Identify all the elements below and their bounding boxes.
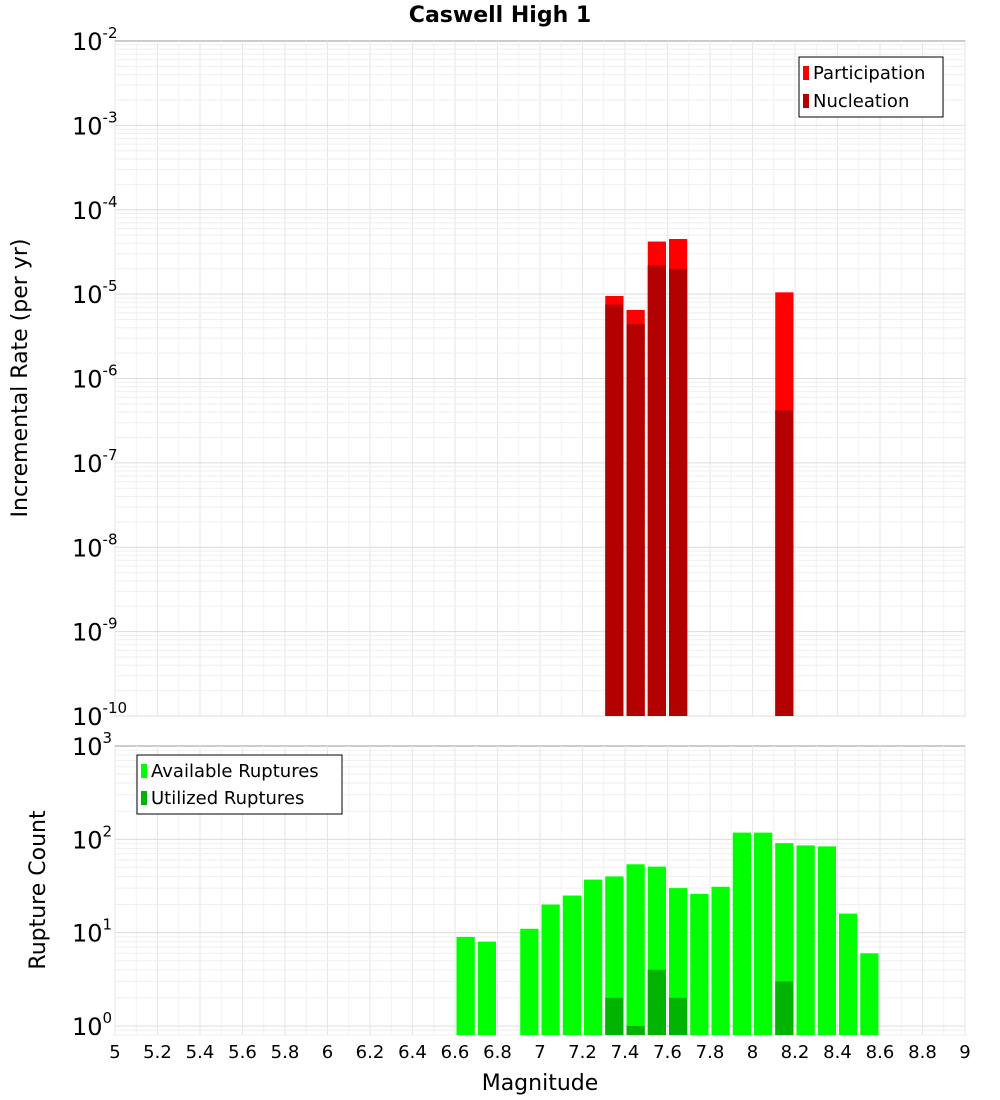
bottom-available-ruptures-bar [562,895,581,1035]
x-tick-label: 9 [959,1042,970,1063]
bottom-y-axis-label: Rupture Count [26,810,51,970]
top-y-axis-label: Incremental Rate (per yr) [8,239,33,518]
bottom-available-ruptures-bar [605,876,624,1035]
chart-title: Caswell High 1 [409,3,591,28]
x-tick-label: 6 [322,1042,333,1063]
bottom-utilized-ruptures-bar [626,1025,645,1035]
top-nucleation-bar [605,304,624,716]
bottom-available-ruptures-bar [541,904,560,1035]
bottom-utilized-ruptures-bar [775,981,794,1035]
x-tick-label: 5.6 [228,1042,257,1063]
top-y-tick-label: 10-7 [72,446,118,478]
x-tick-label: 6.8 [483,1042,512,1063]
legend-swatch-participation [803,66,809,80]
top-y-tick-labels: 10-2 10-3 10-4 10-5 10-6 10-7 10-8 10-9 10-10 [72,24,127,731]
bottom-available-ruptures-bar [817,846,836,1035]
top-y-tick-label: 10-9 [72,615,118,647]
bottom-available-ruptures-bar [754,832,773,1035]
x-tick-label: 7.6 [653,1042,682,1063]
bottom-y-tick-label: 100 [72,1009,112,1041]
top-nucleation-bar [669,268,688,716]
legend-label-nucleation: Nucleation [813,91,909,112]
bottom-legend-box [136,754,343,815]
x-tick-label: 8.8 [908,1042,937,1063]
top-legend-box [798,56,944,118]
top-y-tick-label: 10-10 [72,699,127,731]
bottom-available-ruptures-bar [796,845,815,1035]
x-tick-label: 7.4 [611,1042,640,1063]
top-bars [605,239,794,717]
bottom-available-ruptures-bar [711,886,730,1035]
x-tick-label: 8.4 [823,1042,852,1063]
bottom-legend: Available Ruptures Utilized Ruptures [136,754,343,815]
legend-label-available: Available Ruptures [151,761,319,782]
legend-swatch-utilized [141,791,147,805]
bottom-available-ruptures-bar [477,941,496,1035]
bottom-y-tick-label: 102 [72,822,112,854]
bottom-available-ruptures-bar [520,928,539,1035]
x-tick-labels: 5 5.2 5.4 5.6 5.8 6 6.2 6.4 6.6 6.8 7 7.2 7.4 7.6 7.8 8… [109,1042,970,1063]
legend-swatch-available [141,764,147,778]
legend-swatch-nucleation [803,94,809,108]
bottom-available-ruptures-bar [690,893,709,1035]
top-nucleation-bar [775,410,794,716]
x-tick-label: 8 [747,1042,758,1063]
bottom-available-ruptures-bar [732,832,751,1035]
bottom-available-ruptures-bar [839,913,858,1035]
bottom-y-tick-label: 101 [72,916,112,948]
x-tick-label: 7.2 [568,1042,597,1063]
x-tick-label: 5.8 [271,1042,300,1063]
bottom-available-ruptures-bar [626,864,645,1035]
x-tick-label: 5 [109,1042,120,1063]
x-tick-label: 5.4 [186,1042,215,1063]
top-y-tick-label: 10-5 [72,277,118,309]
bottom-available-ruptures-bar [584,879,603,1035]
x-tick-label: 6.2 [356,1042,385,1063]
bottom-bars [456,832,879,1035]
x-tick-label: 5.2 [143,1042,172,1063]
top-y-tick-label: 10-8 [72,530,118,562]
top-nucleation-bar [647,265,666,716]
x-tick-label: 7.8 [696,1042,725,1063]
bottom-utilized-ruptures-bar [647,969,666,1035]
legend-label-participation: Participation [813,63,925,84]
x-tick-label: 6.6 [441,1042,470,1063]
bottom-available-ruptures-bar [456,936,475,1035]
bottom-utilized-ruptures-bar [605,997,624,1035]
x-tick-label: 7 [534,1042,545,1063]
top-grid [114,41,966,717]
top-plot: 10-2 10-3 10-4 10-5 10-6 10-7 10-8 10-9 10-10 In… [8,24,966,731]
x-tick-label: 8.6 [866,1042,895,1063]
bottom-y-tick-label: 103 [72,729,112,761]
legend-label-utilized: Utilized Ruptures [151,788,304,809]
x-tick-label: 8.2 [781,1042,810,1063]
x-tick-label: 6.4 [398,1042,427,1063]
bottom-available-ruptures-bar [860,953,879,1035]
bottom-utilized-ruptures-bar [669,997,688,1035]
bottom-plot: 103 102 101 100 5 5.2 5.4 5.6 5.8 6 6.2 6.4 6.6 6.8 7… [26,729,971,1096]
top-nucleation-bar [626,324,645,716]
top-y-tick-label: 10-6 [72,362,118,394]
top-y-tick-label: 10-3 [72,108,118,140]
top-y-tick-label: 10-4 [72,193,118,225]
bottom-y-tick-labels: 103 102 101 100 [72,729,112,1041]
top-legend: Participation Nucleation [798,56,944,118]
top-y-tick-label: 10-2 [72,24,118,56]
x-axis-label: Magnitude [482,1071,599,1096]
